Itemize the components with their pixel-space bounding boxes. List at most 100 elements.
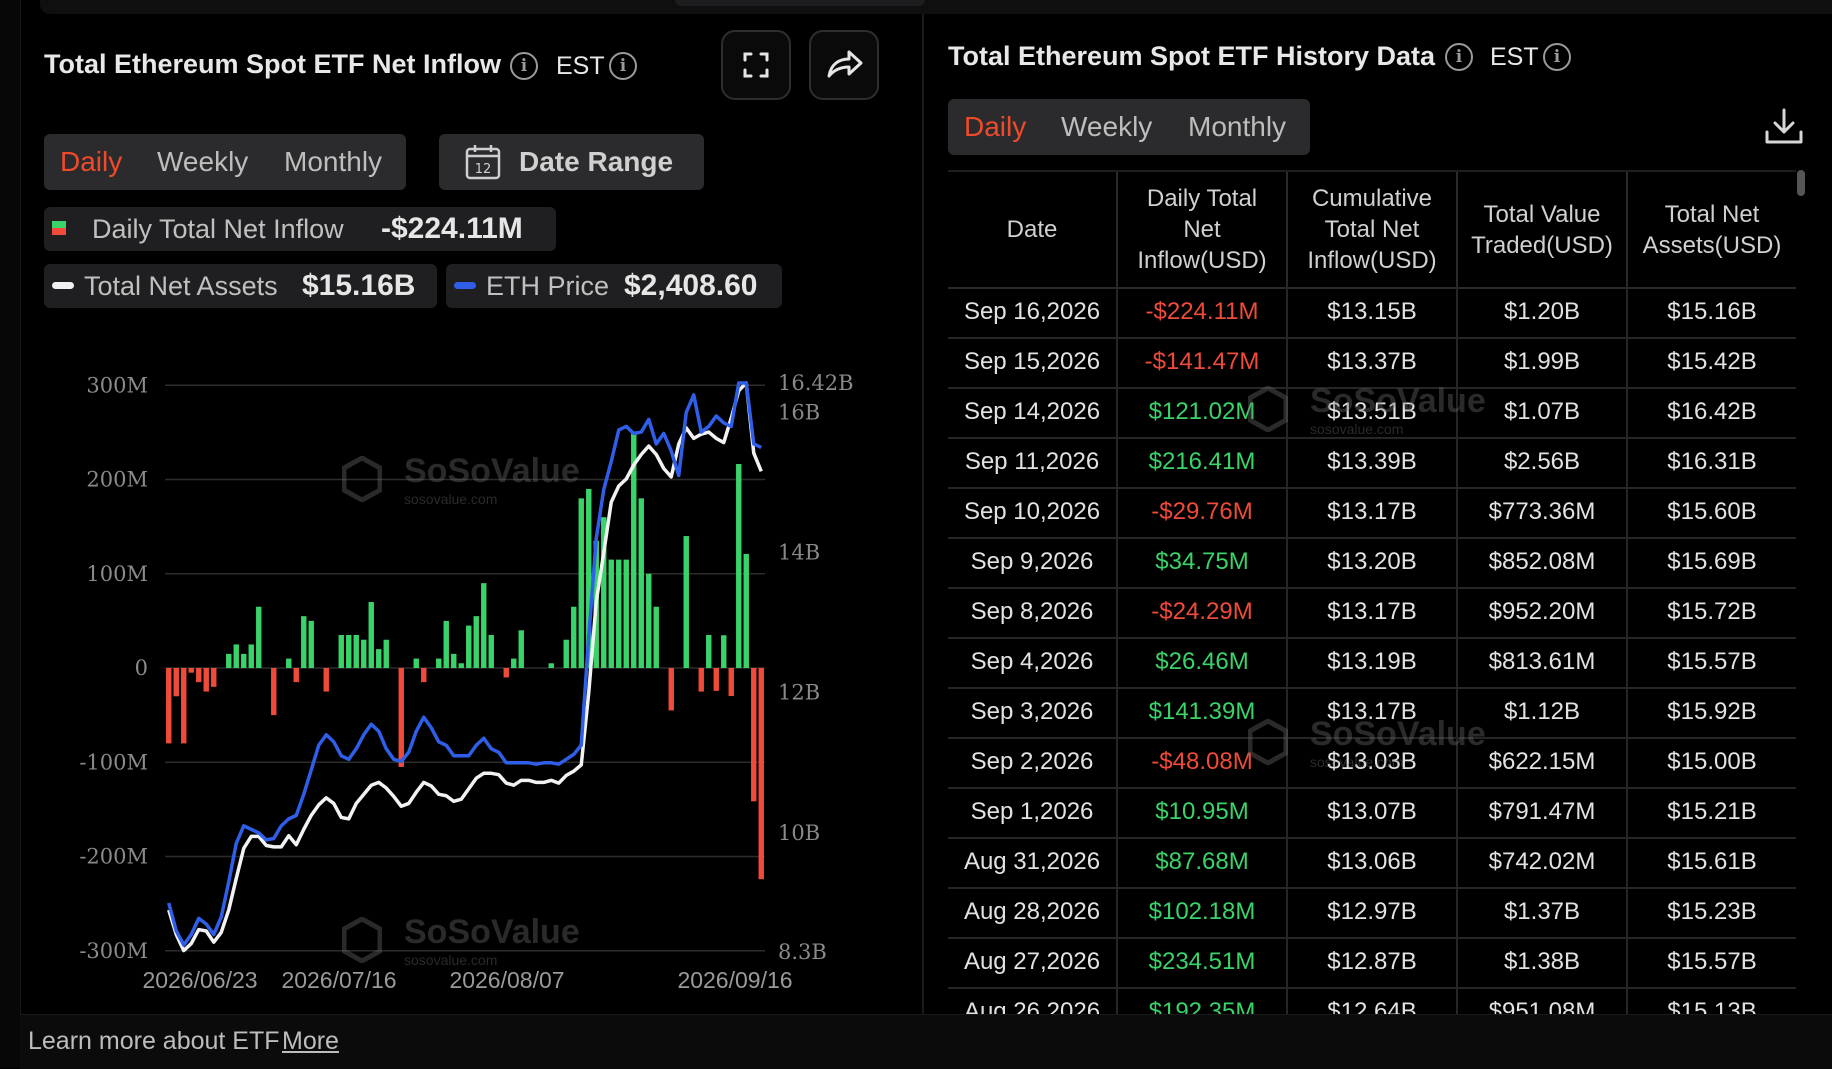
watermark-text: SoSoValue xyxy=(1310,715,1486,753)
cell-date: Sep 1,2026 xyxy=(948,787,1118,837)
cell-net-assets: $15.16B xyxy=(1628,287,1796,337)
table-row[interactable]: Sep 16,2026 -$224.11M $13.15B $1.20B $15.16B xyxy=(948,287,1796,339)
inflow-bar-positive xyxy=(414,659,419,668)
timezone-info-icon[interactable]: i xyxy=(609,52,637,80)
inflow-bar-negative xyxy=(204,668,209,692)
right-period-tabs: Daily Weekly Monthly xyxy=(948,99,1310,155)
cell-net-assets: $16.31B xyxy=(1628,437,1796,487)
info-icon[interactable]: i xyxy=(1445,43,1473,71)
fullscreen-button[interactable] xyxy=(721,30,791,100)
cell-cumulative-inflow: $13.06B xyxy=(1288,837,1458,887)
column-header-net-assets[interactable]: Total Net Assets(USD) xyxy=(1628,172,1796,287)
watermark-logo-icon xyxy=(342,456,382,502)
inflow-bar-positive xyxy=(451,654,456,668)
inflow-bar-positive xyxy=(436,659,441,668)
inflow-bar-positive xyxy=(286,659,291,668)
assets-value: $15.16B xyxy=(302,269,415,303)
inflow-bar-negative xyxy=(751,668,756,801)
table-row[interactable]: Aug 27,2026 $234.51M $12.87B $1.38B $15.57B xyxy=(948,937,1796,989)
assets-legend-swatch xyxy=(52,282,74,289)
tab-monthly[interactable]: Monthly xyxy=(1188,111,1286,143)
inflow-bar-positive xyxy=(744,554,749,668)
tab-weekly[interactable]: Weekly xyxy=(1061,111,1152,143)
inflow-bar-negative xyxy=(181,668,186,743)
cell-cumulative-inflow: $12.87B xyxy=(1288,937,1458,987)
inflow-bar-positive xyxy=(459,663,464,668)
column-header-daily-inflow[interactable]: Daily Total Net Inflow(USD) xyxy=(1118,172,1288,287)
date-range-label: Date Range xyxy=(519,146,673,178)
cell-date: Aug 31,2026 xyxy=(948,837,1118,887)
tab-monthly[interactable]: Monthly xyxy=(284,146,382,178)
cell-date: Sep 8,2026 xyxy=(948,587,1118,637)
cell-value-traded: $2.56B xyxy=(1458,437,1628,487)
more-link[interactable]: More xyxy=(282,1027,339,1056)
cell-date: Sep 3,2026 xyxy=(948,687,1118,737)
table-row[interactable]: Aug 28,2026 $102.18M $12.97B $1.37B $15.23B xyxy=(948,887,1796,939)
download-icon[interactable] xyxy=(1762,104,1806,148)
x-tick-label: 2026/07/16 xyxy=(281,967,396,993)
y-left-tick-label: 200M xyxy=(86,468,148,492)
inflow-legend-swatch-positive xyxy=(52,221,66,228)
table-row[interactable]: Sep 10,2026 -$29.76M $13.17B $773.36M $15.60… xyxy=(948,487,1796,539)
column-header-cumulative-inflow[interactable]: Cumulative Total Net Inflow(USD) xyxy=(1288,172,1458,287)
inflow-bar-negative xyxy=(196,668,201,682)
table-row[interactable]: Sep 8,2026 -$24.29M $13.17B $952.20M $15.72B xyxy=(948,587,1796,639)
table-row[interactable]: Sep 9,2026 $34.75M $13.20B $852.08M $15.69B xyxy=(948,537,1796,589)
inflow-bar-negative xyxy=(174,668,179,696)
watermark: SoSoValue sosovalue.com xyxy=(1310,382,1486,437)
cell-daily-inflow: $234.51M xyxy=(1118,937,1288,987)
cell-daily-inflow: $34.75M xyxy=(1118,537,1288,587)
timezone-info-icon[interactable]: i xyxy=(1543,43,1571,71)
cell-cumulative-inflow: $12.64B xyxy=(1288,987,1458,1014)
watermark-logo-icon xyxy=(1248,386,1288,432)
inflow-bar-positive xyxy=(706,635,711,668)
inflow-bar-negative xyxy=(699,668,704,692)
info-icon[interactable]: i xyxy=(510,52,538,80)
column-header-date[interactable]: Date xyxy=(948,172,1118,287)
y-right-tick-label: 14B xyxy=(778,541,820,565)
cell-date: Sep 4,2026 xyxy=(948,637,1118,687)
tab-daily[interactable]: Daily xyxy=(60,146,122,178)
cell-net-assets: $15.60B xyxy=(1628,487,1796,537)
inflow-bar-positive xyxy=(481,583,486,668)
cell-daily-inflow: -$24.29M xyxy=(1118,587,1288,637)
cell-value-traded: $742.02M xyxy=(1458,837,1628,887)
table-row[interactable]: Sep 1,2026 $10.95M $13.07B $791.47M $15.21B xyxy=(948,787,1796,839)
table-row[interactable]: Sep 4,2026 $26.46M $13.19B $813.61M $15.57B xyxy=(948,637,1796,689)
cell-value-traded: $791.47M xyxy=(1458,787,1628,837)
inflow-bar-negative xyxy=(729,668,734,696)
cell-value-traded: $852.08M xyxy=(1458,537,1628,587)
table-scrollbar-thumb[interactable] xyxy=(1797,170,1805,196)
inflow-bar-negative xyxy=(211,668,216,687)
y-left-tick-label: -100M xyxy=(79,750,148,774)
inflow-bar-positive xyxy=(354,635,359,668)
date-range-button[interactable]: 12 Date Range xyxy=(439,134,704,190)
cell-cumulative-inflow: $13.07B xyxy=(1288,787,1458,837)
cell-value-traded: $1.99B xyxy=(1458,337,1628,387)
inflow-bar-positive xyxy=(489,635,494,668)
inflow-bar-positive xyxy=(309,621,314,668)
table-row[interactable]: Aug 31,2026 $87.68M $13.06B $742.02M $15.61B xyxy=(948,837,1796,889)
table-scrollbar[interactable] xyxy=(1797,170,1805,1014)
inflow-bar-positive xyxy=(249,644,254,668)
cell-net-assets: $15.57B xyxy=(1628,937,1796,987)
inflow-bar-positive xyxy=(624,560,629,668)
cell-value-traded: $951.08M xyxy=(1458,987,1628,1014)
inflow-bar-positive xyxy=(256,607,261,668)
table-row[interactable]: Sep 11,2026 $216.41M $13.39B $2.56B $16.31B xyxy=(948,437,1796,489)
tab-daily[interactable]: Daily xyxy=(964,111,1026,143)
cell-net-assets: $15.57B xyxy=(1628,637,1796,687)
inflow-bar-positive xyxy=(579,498,584,668)
share-button[interactable] xyxy=(809,30,879,100)
cell-net-assets: $15.00B xyxy=(1628,737,1796,787)
table-row[interactable]: Aug 26,2026 $192.35M $12.64B $951.08M $15.13… xyxy=(948,987,1796,1014)
cell-daily-inflow: $216.41M xyxy=(1118,437,1288,487)
watermark-url: sosovalue.com xyxy=(1310,754,1486,770)
inflow-bar-positive xyxy=(241,654,246,668)
column-header-value-traded[interactable]: Total Value Traded(USD) xyxy=(1458,172,1628,287)
inflow-bar-negative xyxy=(294,668,299,682)
tab-weekly[interactable]: Weekly xyxy=(157,146,248,178)
inflow-bar-negative xyxy=(504,668,509,677)
cell-cumulative-inflow: $12.97B xyxy=(1288,887,1458,937)
watermark-text: SoSoValue xyxy=(404,913,580,951)
